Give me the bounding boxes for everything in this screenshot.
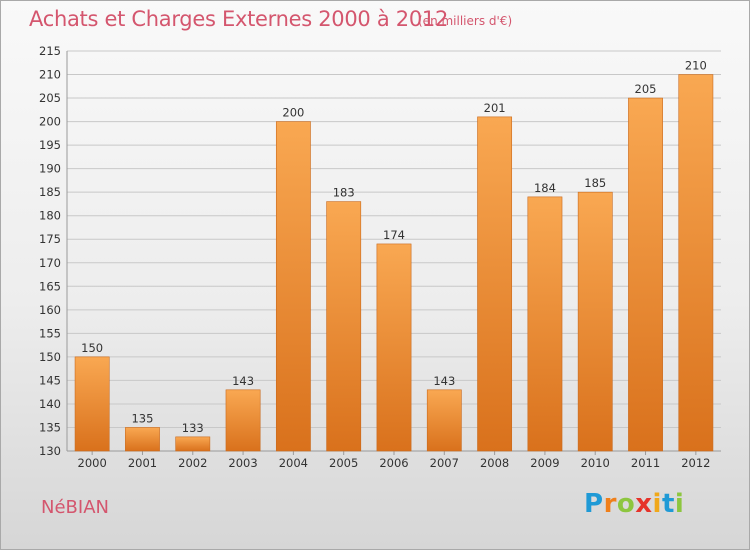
value-label-2010: 185 — [584, 176, 606, 190]
proxiti-logo: Proxiti — [584, 489, 684, 519]
x-tick-label-2011: 2011 — [631, 456, 660, 470]
y-tick-label: 210 — [39, 68, 61, 82]
x-tick-label-2005: 2005 — [329, 456, 358, 470]
y-tick-label: 195 — [39, 138, 61, 152]
x-tick-label-2006: 2006 — [379, 456, 408, 470]
bar-2010 — [577, 191, 613, 452]
value-label-2008: 201 — [484, 101, 506, 115]
y-tick-label: 175 — [39, 232, 61, 246]
y-tick-label: 185 — [39, 185, 61, 199]
y-tick-label: 200 — [39, 115, 61, 129]
chart-title: Achats et Charges Externes 2000 à 2012 — [29, 7, 449, 31]
y-tick-label: 165 — [39, 279, 61, 293]
value-label-2004: 200 — [282, 106, 304, 120]
value-label-2012: 210 — [685, 59, 707, 73]
value-label-2006: 174 — [383, 228, 405, 242]
logo-letter: r — [603, 489, 617, 519]
y-tick-label: 190 — [39, 162, 61, 176]
value-label-2001: 135 — [131, 411, 153, 425]
axis-layer: 130 135 140 145 150 155 160 165 170 175 180 185 190 1… — [39, 44, 721, 470]
y-tick-label: 140 — [39, 397, 61, 411]
value-label-2007: 143 — [433, 374, 455, 388]
chart-unit-note: (en milliers d'€) — [418, 14, 513, 28]
x-tick-label-2007: 2007 — [430, 456, 459, 470]
y-tick-label: 215 — [39, 44, 61, 58]
bar-2008 — [477, 116, 513, 452]
value-label-2009: 184 — [534, 181, 556, 195]
label-layer: 150 135 133 143 200 183 174 143 201 184 185 205 210 — [81, 59, 707, 435]
bar-2004 — [275, 121, 311, 452]
y-tick-label: 180 — [39, 209, 61, 223]
x-tick-label-2000: 2000 — [78, 456, 107, 470]
x-tick-label-2003: 2003 — [228, 456, 257, 470]
bar-2006 — [376, 243, 412, 452]
value-label-2000: 150 — [81, 341, 103, 355]
value-label-2005: 183 — [333, 186, 355, 200]
y-tick-label: 135 — [39, 420, 61, 434]
logo-letter: o — [616, 489, 636, 519]
x-tick-label-2012: 2012 — [681, 456, 710, 470]
bar-2011 — [628, 97, 663, 452]
x-tick-label-2009: 2009 — [530, 456, 559, 470]
value-label-2003: 143 — [232, 374, 254, 388]
bar-2009 — [527, 196, 563, 452]
value-label-2011: 205 — [635, 82, 657, 96]
logo-letter: i — [652, 489, 662, 519]
x-tick-label-2010: 2010 — [581, 456, 610, 470]
y-tick-label: 155 — [39, 326, 61, 340]
bar-2003 — [225, 389, 261, 452]
x-tick-label-2004: 2004 — [279, 456, 308, 470]
bar-2012 — [678, 74, 714, 452]
bar-2002 — [175, 436, 211, 452]
logo-letter: t — [661, 489, 675, 519]
y-tick-label: 170 — [39, 256, 61, 270]
x-tick-label-2002: 2002 — [178, 456, 207, 470]
logo-letter: P — [584, 489, 604, 519]
logo-letter: x — [635, 489, 653, 519]
y-tick-label: 145 — [39, 373, 61, 387]
y-tick-label: 150 — [39, 350, 61, 364]
x-tick-label-2008: 2008 — [480, 456, 509, 470]
logo-letter: i — [674, 489, 685, 519]
y-tick-label: 160 — [39, 303, 61, 317]
bar-layer — [74, 74, 714, 452]
bar-2007 — [426, 389, 462, 452]
y-tick-label: 130 — [39, 444, 61, 458]
bar-2001 — [125, 427, 160, 452]
bar-2005 — [326, 201, 362, 452]
x-tick-label-2001: 2001 — [128, 456, 157, 470]
y-tick-label: 205 — [39, 91, 61, 105]
value-label-2002: 133 — [182, 421, 204, 435]
location-label: NéBIAN — [41, 497, 109, 518]
bar-2000 — [74, 356, 110, 452]
